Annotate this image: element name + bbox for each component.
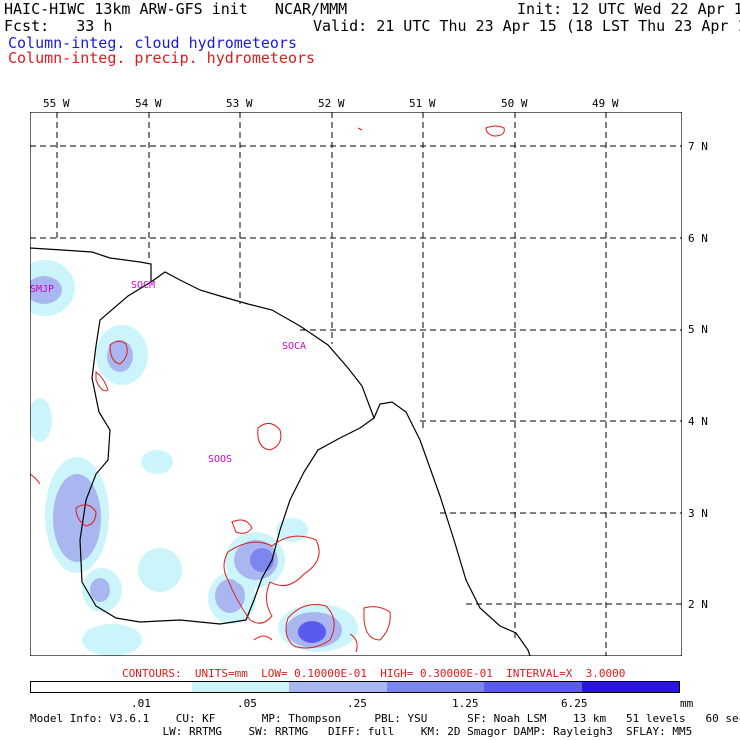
- lon-label-49w: 49 W: [592, 97, 619, 110]
- coastline: [30, 247, 531, 656]
- legend-tick-01: .01: [131, 697, 151, 710]
- legend-seg-5: [581, 682, 679, 692]
- lat-label-7n: 7 N: [688, 140, 708, 153]
- lon-label-50w: 50 W: [501, 97, 528, 110]
- precip-field-label: Column-integ. precip. hydrometeors: [8, 49, 316, 67]
- forecast-hour: Fcst: 33 h: [4, 17, 113, 35]
- legend-seg-1: [191, 682, 290, 692]
- legend-seg-2: [289, 682, 387, 692]
- legend-seg-4: [484, 682, 582, 692]
- station-socm: SOCM: [131, 280, 155, 291]
- model-info-line1: Model Info: V3.6.1 CU: KF MP: Thompson P…: [30, 712, 740, 725]
- lon-label-53w: 53 W: [226, 97, 253, 110]
- lat-label-2n: 2 N: [688, 598, 708, 611]
- init-time: Init: 12 UTC Wed 22 Apr 15: [517, 0, 740, 18]
- cloud-field-label: Column-integ. cloud hydrometeors: [8, 34, 297, 52]
- legend-seg-3: [386, 682, 485, 692]
- station-soca: SOCA: [282, 341, 306, 352]
- lon-label-52w: 52 W: [318, 97, 345, 110]
- model-info-line2: LW: RRTMG SW: RRTMG DIFF: full KM: 2D Sm…: [30, 725, 693, 738]
- legend-tick-25: .25: [347, 697, 367, 710]
- station-smjp: SMJP: [30, 284, 54, 295]
- precip-contours: [30, 125, 505, 653]
- valid-time: Valid: 21 UTC Thu 23 Apr 15 (18 LST Thu …: [313, 17, 740, 35]
- contour-note: CONTOURS: UNITS=mm LOW= 0.10000E-01 HIGH…: [122, 667, 626, 680]
- lon-label-55w: 55 W: [43, 97, 70, 110]
- model-title: HAIC-HIWC 13km ARW-GFS init NCAR/MMM: [4, 0, 348, 18]
- legend-tick-05: .05: [237, 697, 257, 710]
- lat-label-6n: 6 N: [688, 232, 708, 245]
- lat-label-3n: 3 N: [688, 507, 708, 520]
- legend-tick-125: 1.25: [452, 697, 479, 710]
- hydrometeor-map: SMJP SOCM SOCA SOOS: [30, 112, 682, 656]
- lat-label-5n: 5 N: [688, 323, 708, 336]
- color-legend-bar: [30, 681, 680, 693]
- legend-tick-625: 6.25: [561, 697, 588, 710]
- lon-label-51w: 51 W: [409, 97, 436, 110]
- station-soos: SOOS: [208, 454, 232, 465]
- lat-lon-grid: [30, 112, 682, 656]
- lat-label-4n: 4 N: [688, 415, 708, 428]
- legend-seg-0: [31, 682, 192, 692]
- lon-label-54w: 54 W: [135, 97, 162, 110]
- legend-units: mm: [680, 697, 694, 710]
